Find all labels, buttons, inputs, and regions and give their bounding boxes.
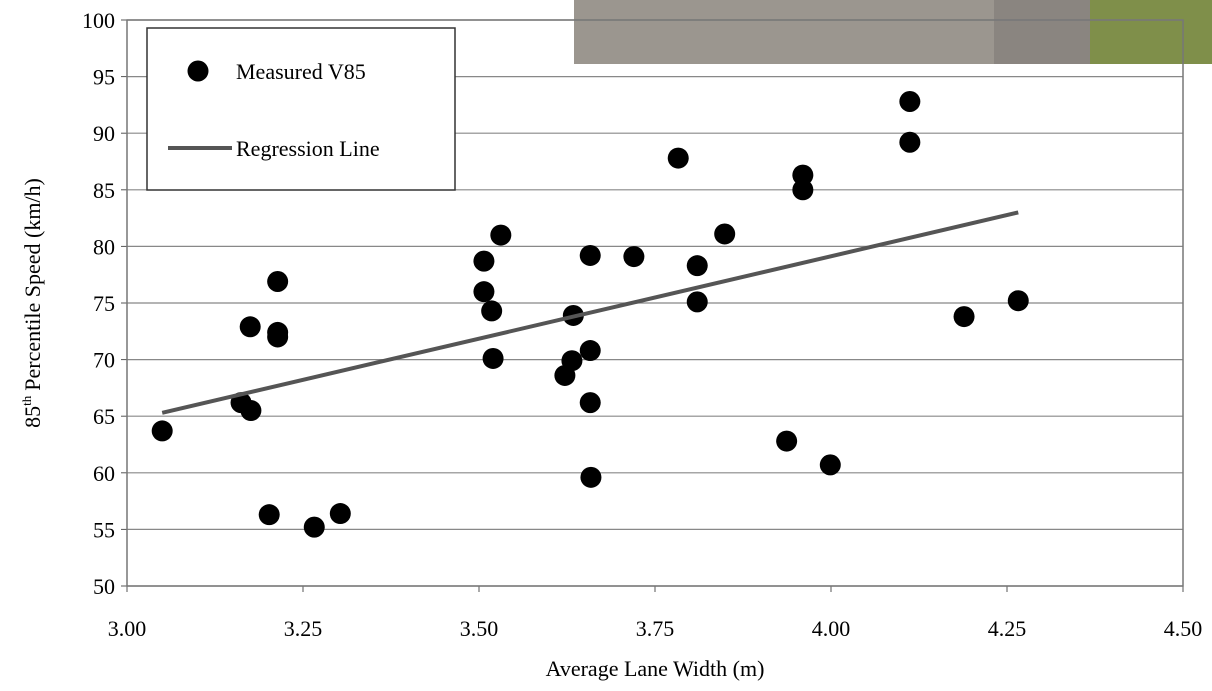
x-tick-label: 4.25 [988,616,1027,641]
y-tick-label: 100 [82,8,115,33]
data-point [953,306,975,328]
y-tick-label: 60 [93,461,115,486]
data-point [240,400,262,422]
data-point [899,131,921,153]
data-point [561,350,583,372]
y-tick-label: 70 [93,348,115,373]
x-tick-label: 3.00 [108,616,147,641]
photo-grass [1090,0,1212,64]
y-tick-label: 65 [93,404,115,429]
data-point [267,326,289,348]
y-tick-label: 80 [93,234,115,259]
x-tick-label: 3.75 [636,616,675,641]
y-title-number: 85 [20,406,45,428]
x-tick-label: 4.50 [1164,616,1203,641]
data-point [792,179,814,201]
data-point [580,466,602,488]
data-point [686,255,708,277]
data-point [686,291,708,313]
data-point [579,392,601,414]
data-point [239,316,261,338]
y-tick-label: 95 [93,65,115,90]
data-point [792,164,814,186]
y-axis-title: 85th Percentile Speed (km/h) [19,178,45,428]
data-point [819,454,841,476]
x-tick-label: 3.25 [284,616,323,641]
y-tick-label: 75 [93,291,115,316]
data-point [1007,290,1029,312]
data-point [579,244,601,266]
plot-frame [126,19,1184,587]
legend-swatch [187,60,209,82]
photo-road [574,0,994,64]
regression-line [161,210,1019,415]
x-tick-label: 3.50 [460,616,499,641]
data-point [303,516,325,538]
data-point [623,246,645,268]
x-tick-label: 4.00 [812,616,851,641]
data-point [667,147,689,169]
data-point [490,224,512,246]
data-point [714,223,736,245]
data-point [151,420,173,442]
y-title-sup: th [19,395,34,406]
data-point [482,347,504,369]
data-point [473,250,495,272]
y-tick-label: 50 [93,574,115,599]
data-point [899,91,921,113]
data-point [329,503,351,525]
y-tick-label: 85 [93,178,115,203]
data-point [267,270,289,292]
y-tick-label: 55 [93,517,115,542]
legend: Measured V85 Regression Line [168,59,380,161]
x-axis-title: Average Lane Width (m) [546,656,765,681]
legend-box [146,27,456,191]
legend-label: Regression Line [236,136,380,161]
y-title-text: Percentile Speed (km/h) [20,178,45,391]
data-point [579,340,601,362]
marks [151,91,1029,538]
y-tick-label: 90 [93,121,115,146]
data-point [776,430,798,452]
data-point [481,300,503,322]
legend-label: Measured V85 [236,59,366,84]
data-point [258,504,280,526]
data-point [473,281,495,303]
